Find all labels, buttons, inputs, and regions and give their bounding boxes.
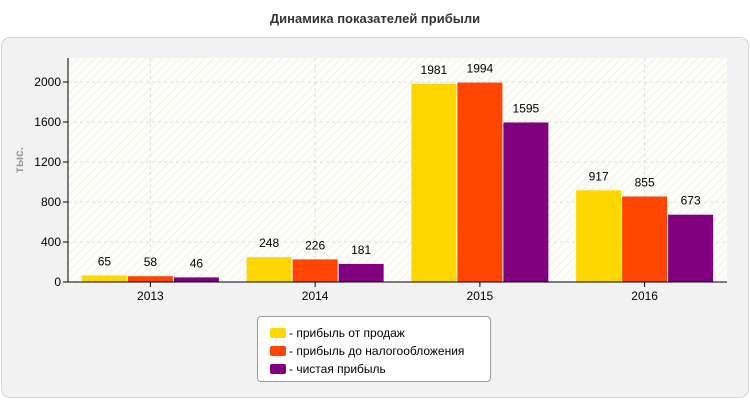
bar xyxy=(173,277,219,282)
x-tick-label: 2015 xyxy=(467,289,494,303)
bar xyxy=(246,257,292,282)
legend-swatch xyxy=(270,364,286,374)
data-label: 65 xyxy=(98,255,112,269)
x-tick-label: 2013 xyxy=(137,289,164,303)
data-label: 226 xyxy=(305,238,325,252)
legend: - прибыль от продаж - прибыль до налогооб… xyxy=(257,316,491,382)
y-tick-label: 1600 xyxy=(34,115,61,129)
legend-item: - прибыль до налогообложения xyxy=(258,342,490,360)
data-label: 917 xyxy=(589,169,609,183)
bar xyxy=(576,190,622,282)
bar xyxy=(503,122,549,282)
legend-swatch xyxy=(270,328,286,338)
data-label: 181 xyxy=(351,243,371,257)
data-label: 673 xyxy=(681,194,701,208)
data-label: 1981 xyxy=(421,63,448,77)
legend-label: - прибыль до налогообложения xyxy=(289,344,465,358)
y-tick-label: 0 xyxy=(54,275,61,289)
bar xyxy=(622,196,668,282)
data-label: 855 xyxy=(635,176,655,190)
y-tick-label: 400 xyxy=(41,235,61,249)
legend-label: - чистая прибыль xyxy=(289,362,386,376)
legend-swatch xyxy=(270,346,286,356)
bars: 65 58 46 248 226 181 1981 1994 1595 917 855 673 xyxy=(81,62,714,283)
y-tick-label: 800 xyxy=(41,195,61,209)
bar xyxy=(457,82,503,282)
legend-label: - прибыль от продаж xyxy=(289,326,405,340)
chart-title: Динамика показателей прибыли xyxy=(269,11,481,26)
x-tick-label: 2014 xyxy=(302,289,329,303)
bar xyxy=(81,275,127,282)
bar xyxy=(127,276,173,282)
bar xyxy=(292,259,338,282)
bar xyxy=(411,83,457,283)
bar xyxy=(668,214,714,282)
data-label: 248 xyxy=(259,236,279,250)
bar xyxy=(338,263,384,282)
y-tick-label: 1200 xyxy=(34,155,61,169)
legend-item: - чистая прибыль xyxy=(258,360,490,378)
y-axis-title: тыс. xyxy=(12,147,26,173)
axes: 0 400 800 1200 1600 2000 2013 2014 2015 2016 xyxy=(34,58,727,303)
legend-item: - прибыль от продаж xyxy=(258,324,490,342)
data-label: 46 xyxy=(190,256,204,270)
data-label: 1595 xyxy=(513,102,540,116)
data-label: 58 xyxy=(144,255,158,269)
y-tick-label: 2000 xyxy=(34,75,61,89)
x-tick-label: 2016 xyxy=(631,289,658,303)
data-label: 1994 xyxy=(467,62,494,76)
